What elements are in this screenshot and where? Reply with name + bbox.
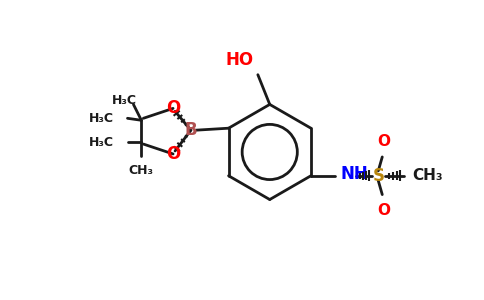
Text: O: O	[166, 145, 180, 163]
Text: O: O	[378, 134, 391, 149]
Text: NH: NH	[341, 165, 368, 183]
Text: HO: HO	[226, 51, 254, 69]
Text: B: B	[184, 121, 197, 139]
Text: H₃C: H₃C	[111, 94, 136, 107]
Text: H₃C: H₃C	[89, 112, 114, 125]
Text: H₃C: H₃C	[89, 136, 114, 148]
Text: CH₃: CH₃	[412, 168, 442, 183]
Text: CH₃: CH₃	[129, 164, 154, 177]
Text: O: O	[378, 202, 391, 217]
Text: S: S	[372, 167, 384, 185]
Text: O: O	[166, 99, 180, 117]
